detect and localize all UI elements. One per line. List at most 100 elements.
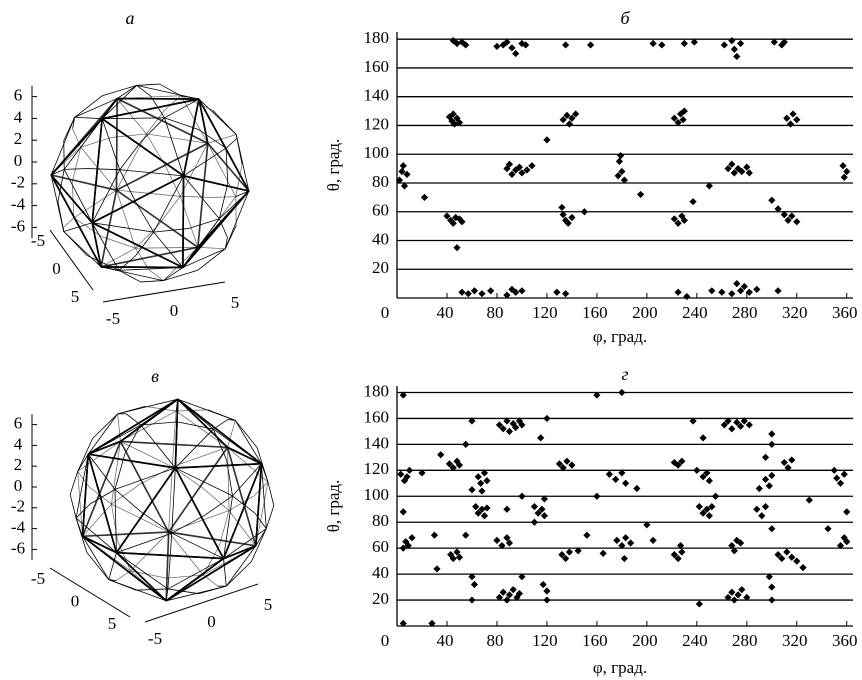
point bbox=[676, 110, 685, 118]
mesh-edge bbox=[212, 196, 236, 198]
point bbox=[518, 492, 526, 500]
mesh-edge bbox=[87, 413, 119, 455]
x-tick-label: 40 bbox=[436, 631, 453, 650]
mesh-edge bbox=[177, 398, 229, 448]
x-tick-label: 160 bbox=[582, 631, 608, 650]
y-tick-label: 100 bbox=[364, 485, 390, 504]
x-tick-label: 0 bbox=[71, 591, 80, 610]
point bbox=[843, 167, 851, 176]
point bbox=[493, 536, 501, 544]
point bbox=[780, 38, 788, 46]
x-tick-label: 0 bbox=[52, 259, 61, 278]
x-tick-label: 120 bbox=[532, 303, 558, 322]
mesh-edge bbox=[172, 446, 228, 468]
point bbox=[462, 440, 470, 448]
mesh-edge bbox=[130, 531, 169, 572]
point bbox=[518, 287, 526, 295]
mesh-edge bbox=[50, 174, 93, 224]
y-axis-label: θ, град. bbox=[324, 139, 343, 192]
mesh-edge bbox=[197, 143, 209, 248]
point bbox=[689, 417, 697, 425]
mesh-edge bbox=[172, 466, 203, 489]
point bbox=[553, 288, 561, 296]
mesh-edge bbox=[207, 143, 237, 197]
mesh-edge bbox=[116, 189, 199, 248]
x-tick-label: -5 bbox=[31, 231, 45, 250]
mesh-edge bbox=[119, 140, 142, 170]
mesh-edge bbox=[227, 420, 236, 448]
point bbox=[695, 600, 703, 608]
mesh-edge bbox=[163, 163, 181, 197]
point bbox=[768, 596, 776, 604]
mesh-edge bbox=[100, 247, 136, 268]
point bbox=[793, 218, 801, 226]
mesh-edge bbox=[171, 467, 176, 534]
point bbox=[680, 216, 688, 224]
point bbox=[468, 486, 476, 494]
x-tick-label: 200 bbox=[632, 303, 658, 322]
point bbox=[736, 287, 745, 295]
y-tick-label: 140 bbox=[364, 86, 390, 105]
y-tick-label: 160 bbox=[364, 57, 390, 76]
point bbox=[449, 464, 457, 472]
mesh-edge bbox=[63, 118, 103, 170]
point bbox=[474, 509, 482, 517]
mesh-edge bbox=[111, 441, 121, 505]
mesh-edge bbox=[117, 97, 199, 100]
point bbox=[736, 539, 745, 547]
mesh-edge bbox=[168, 531, 256, 547]
mesh-edge bbox=[108, 552, 117, 580]
point bbox=[523, 166, 531, 174]
point bbox=[765, 482, 773, 490]
point bbox=[618, 541, 626, 550]
mesh-edge bbox=[101, 98, 200, 120]
point bbox=[518, 421, 526, 429]
point bbox=[730, 45, 738, 53]
mesh-edge bbox=[63, 231, 88, 256]
mesh-edge bbox=[175, 410, 228, 448]
mesh-edge bbox=[81, 454, 90, 537]
mesh-edge bbox=[227, 446, 262, 465]
point bbox=[724, 593, 732, 602]
point bbox=[558, 551, 566, 559]
y-tick-label: -5 bbox=[106, 309, 120, 328]
point bbox=[674, 554, 682, 563]
mesh-edge bbox=[163, 270, 198, 281]
mesh-edge bbox=[91, 169, 121, 223]
point bbox=[728, 37, 736, 45]
point bbox=[734, 591, 742, 599]
mesh-edge bbox=[225, 138, 238, 149]
mesh-edge bbox=[135, 247, 150, 271]
mesh-edge bbox=[74, 98, 118, 118]
z-tick-label: 2 bbox=[14, 129, 23, 148]
y-tick-label: 5 bbox=[231, 293, 240, 312]
y-tick-label: 20 bbox=[372, 589, 389, 608]
point bbox=[780, 458, 788, 467]
point bbox=[730, 596, 738, 604]
y-tick-label: 80 bbox=[372, 172, 389, 191]
mesh-edge bbox=[73, 217, 102, 237]
point bbox=[564, 219, 572, 227]
mesh-edge bbox=[111, 503, 169, 533]
point bbox=[788, 456, 796, 464]
point bbox=[443, 212, 451, 220]
mesh-edge bbox=[203, 545, 256, 576]
z-tick-label: -6 bbox=[11, 538, 25, 557]
point bbox=[518, 169, 526, 177]
point bbox=[495, 593, 504, 602]
point bbox=[738, 586, 746, 594]
point bbox=[679, 116, 687, 124]
point bbox=[445, 460, 454, 468]
point bbox=[470, 580, 479, 589]
mesh-edge bbox=[91, 222, 184, 269]
point bbox=[593, 391, 601, 399]
point bbox=[455, 118, 464, 127]
z-tick-label: -2 bbox=[11, 497, 25, 516]
mesh-edge bbox=[64, 168, 88, 170]
point bbox=[503, 534, 511, 542]
x-tick-label: 0 bbox=[381, 631, 390, 650]
point bbox=[455, 461, 464, 469]
point bbox=[789, 110, 797, 118]
point bbox=[470, 287, 479, 295]
